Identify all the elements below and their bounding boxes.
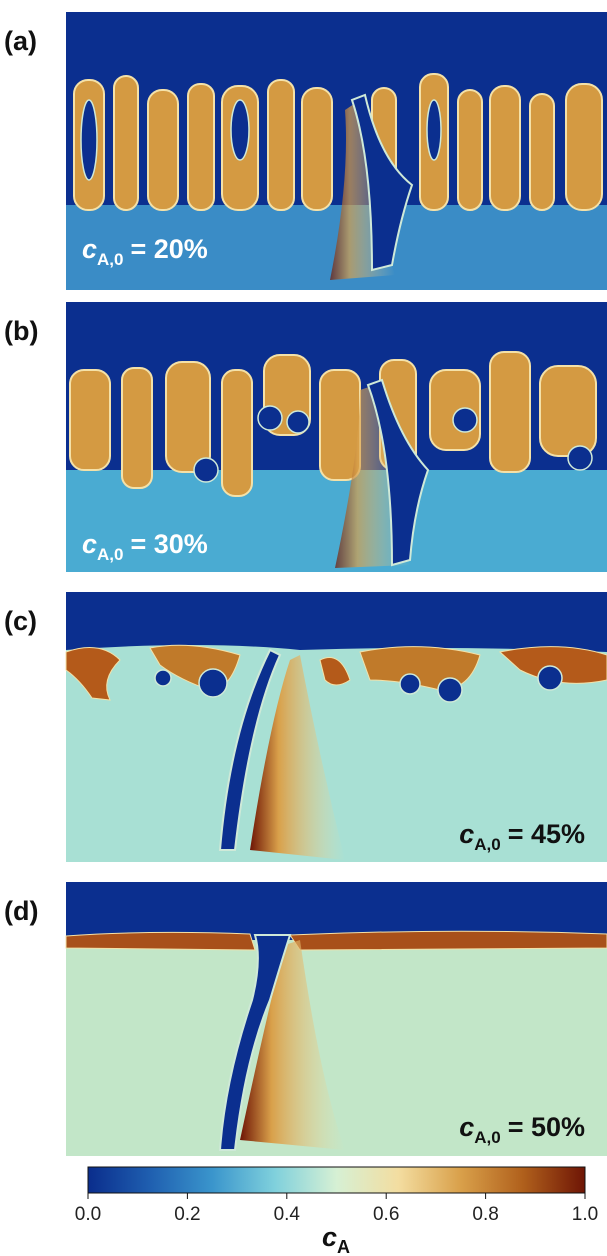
finger (166, 362, 210, 472)
annotation-text: = 50% (508, 1112, 585, 1142)
page-body: {"panels": [ {"label": "(a)", "annotatio… (0, 0, 607, 1256)
bubble (199, 669, 227, 697)
finger (148, 90, 178, 210)
panel-c: (c) cA,0 = 45% (4, 592, 607, 862)
symbol: c (82, 234, 97, 264)
symbol: c (322, 1222, 337, 1252)
page: body { margin: 0; width: 607px; height: … (0, 0, 607, 1256)
bubble (81, 100, 97, 180)
symbol: c (82, 529, 97, 559)
finger (122, 368, 152, 488)
subscript: A,0 (474, 1128, 500, 1147)
finger (530, 94, 554, 210)
tick-label: 0.8 (472, 1204, 498, 1225)
finger (268, 80, 294, 210)
subscript: A,0 (474, 835, 500, 854)
bubble (287, 411, 309, 433)
bubble (568, 446, 592, 470)
panel-label: (b) (4, 316, 38, 346)
bubble (231, 100, 249, 160)
finger (566, 84, 602, 210)
panel-label: (c) (4, 606, 37, 636)
finger (490, 352, 530, 472)
tick-label: 1.0 (572, 1204, 598, 1225)
tick-label: 0.0 (75, 1204, 101, 1225)
panel-b: (b) cA,0 = 30% (4, 302, 607, 572)
finger (70, 370, 110, 470)
colorbar: cA 0.0 0.2 0.4 0.6 0.8 1.0 (75, 1167, 598, 1256)
tick-label: 0.6 (373, 1204, 399, 1225)
finger (222, 370, 252, 496)
subscript: A,0 (97, 250, 123, 269)
finger (302, 88, 332, 210)
finger (188, 84, 214, 210)
subscript: A (337, 1237, 350, 1256)
colorbar-label: cA (322, 1222, 350, 1256)
annotation-text: = 20% (131, 234, 208, 264)
finger (114, 76, 138, 210)
bubble (258, 406, 282, 430)
panel-d: (d) cA,0 = 50% (4, 882, 607, 1156)
bubble (438, 678, 462, 702)
colorbar-gradient (88, 1167, 585, 1193)
bubble (538, 666, 562, 690)
symbol: c (459, 1112, 474, 1142)
bubble (453, 408, 477, 432)
tick-label: 0.4 (274, 1204, 301, 1225)
panel-label: (d) (4, 896, 38, 926)
subscript: A,0 (97, 545, 123, 564)
symbol: c (459, 819, 474, 849)
finger (458, 90, 482, 210)
bubble (155, 670, 171, 686)
tick-label: 0.2 (174, 1204, 200, 1225)
finger (490, 86, 520, 210)
finger (540, 366, 596, 456)
panel-label: (a) (4, 26, 37, 56)
annotation-text: = 30% (131, 529, 208, 559)
bubble (400, 674, 420, 694)
bubble (194, 458, 218, 482)
interface-layer (66, 931, 607, 950)
figure: (a) cA,0= 20% (b) cA,0= (0, 0, 607, 1256)
annotation-text: = 45% (508, 819, 585, 849)
panel-a: (a) cA,0 = 20% (4, 12, 607, 290)
bubble (427, 100, 441, 160)
